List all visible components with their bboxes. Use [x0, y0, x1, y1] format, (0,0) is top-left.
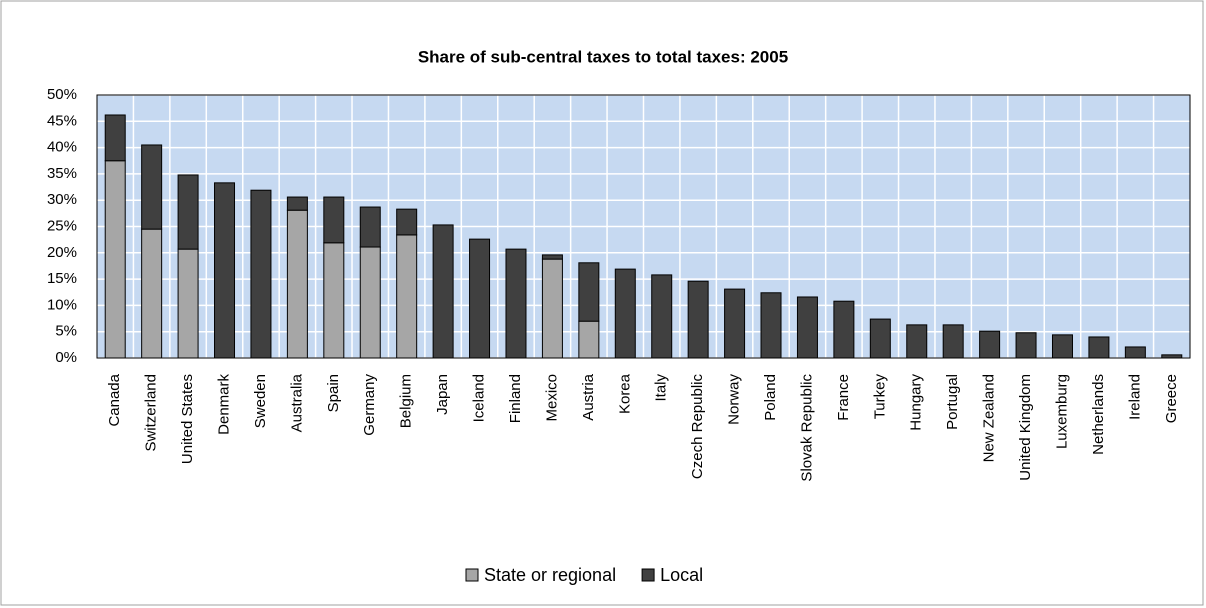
plot-border: [96, 94, 1191, 359]
bar-segment: [869, 318, 891, 359]
bar-segment: [906, 324, 928, 359]
bar-segment: [651, 274, 673, 359]
x-tick-label: Italy: [653, 374, 670, 402]
y-tick-label: 45%: [47, 112, 77, 129]
x-tick-label: United Kingdom: [1017, 374, 1034, 481]
bar-segment: [177, 174, 199, 250]
y-tick-label: 20%: [47, 244, 77, 261]
x-tick-label: Czech Republic: [689, 374, 706, 480]
bar-segment: [796, 296, 818, 359]
bar-segment: [469, 238, 491, 359]
y-tick-label: 10%: [47, 296, 77, 313]
bar-segment: [286, 209, 308, 359]
bar-segment: [541, 254, 563, 260]
bar-segment: [359, 246, 381, 359]
x-tick-label: Korea: [616, 373, 633, 414]
bar-segment: [979, 330, 1001, 359]
bar-segment: [541, 258, 563, 359]
bar-segment: [396, 234, 418, 359]
x-tick-label: Japan: [434, 374, 451, 415]
bar-segment: [1088, 336, 1110, 359]
bar-segment: [578, 262, 600, 322]
bar-segment: [359, 206, 381, 248]
y-tick-label: 15%: [47, 270, 77, 287]
y-tick-label: 50%: [47, 86, 77, 103]
x-tick-label: Netherlands: [1090, 374, 1107, 455]
x-tick-label: Switzerland: [143, 374, 160, 452]
y-tick-label: 40%: [47, 139, 77, 156]
x-tick-label: Iceland: [471, 374, 488, 422]
bar-segment: [104, 114, 126, 162]
x-tick-label: Germany: [361, 374, 378, 436]
bar-segment: [760, 292, 782, 359]
bar-segment: [1161, 354, 1183, 359]
x-tick-label: Spain: [325, 374, 342, 412]
y-tick-label: 30%: [47, 191, 77, 208]
x-tick-label: Poland: [762, 374, 779, 421]
x-tick-label: Greece: [1163, 374, 1180, 423]
x-tick-label: France: [835, 374, 852, 421]
x-tick-label: Denmark: [215, 374, 232, 435]
legend-swatch: [641, 568, 655, 582]
x-tick-label: Australia: [288, 373, 305, 432]
bar-segment: [323, 242, 345, 359]
bar-segment: [1124, 346, 1146, 359]
bar-segment: [141, 228, 163, 359]
x-tick-label: Canada: [106, 373, 123, 426]
bar-segment: [396, 208, 418, 236]
y-tick-label: 25%: [47, 217, 77, 234]
bar-segment: [177, 248, 199, 359]
legend-label: State or regional: [484, 565, 616, 585]
x-tick-label: Norway: [726, 374, 743, 425]
legend-swatch: [465, 568, 479, 582]
y-tick-label: 35%: [47, 165, 77, 182]
bar-segment: [614, 268, 636, 359]
x-tick-label: New Zealand: [981, 374, 998, 462]
x-tick-label: Mexico: [543, 374, 560, 422]
bar-segment: [250, 189, 272, 359]
x-tick-label: Slovak Republic: [798, 374, 815, 482]
legend-label: Local: [660, 565, 703, 585]
bar-segment: [1015, 332, 1037, 359]
x-tick-label: Finland: [507, 374, 524, 423]
bar-segment: [1051, 334, 1073, 359]
bar-segment: [942, 324, 964, 359]
bar-segment: [432, 224, 454, 359]
x-tick-label: Hungary: [908, 374, 925, 431]
bar-segment: [323, 196, 345, 244]
x-tick-label: Belgium: [398, 374, 415, 428]
bar-segment: [505, 248, 527, 359]
x-tick-label: Portugal: [944, 374, 961, 430]
y-tick-label: 0%: [55, 349, 77, 366]
bar-segment: [724, 288, 746, 359]
y-tick-label: 5%: [55, 323, 77, 340]
bar-segment: [214, 182, 236, 359]
x-tick-label: United States: [179, 374, 196, 464]
x-tick-label: Sweden: [252, 374, 269, 428]
bar-segment: [141, 144, 163, 230]
bar-segment: [578, 320, 600, 359]
x-tick-label: Austria: [580, 373, 597, 420]
x-tick-label: Turkey: [871, 374, 888, 420]
bar-segment: [833, 300, 855, 359]
chart-title: Share of sub-central taxes to total taxe…: [418, 47, 788, 66]
bar-segment: [104, 160, 126, 359]
bar-segment: [286, 196, 308, 211]
bar-segment: [687, 280, 709, 359]
x-tick-label: Luxemburg: [1053, 374, 1070, 449]
x-tick-label: Ireland: [1126, 374, 1143, 420]
